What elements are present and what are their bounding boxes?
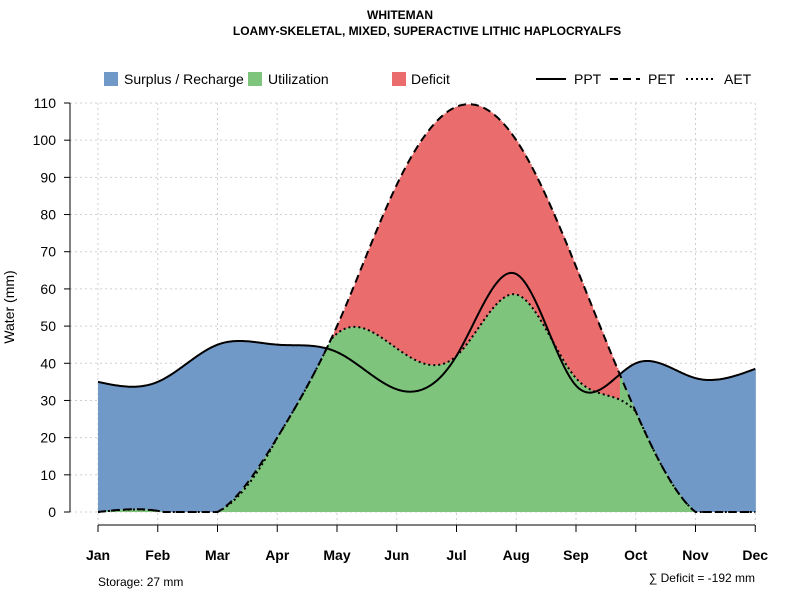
x-tick-label: May bbox=[323, 547, 350, 563]
utilization-area bbox=[99, 294, 697, 512]
surplus-area bbox=[98, 340, 756, 512]
legend-label-utilization: Utilization bbox=[268, 71, 329, 87]
x-tick-label: Nov bbox=[682, 547, 709, 563]
y-tick-label: 70 bbox=[40, 244, 56, 260]
y-tick-label: 110 bbox=[34, 95, 57, 111]
x-tick-label: Oct bbox=[624, 547, 648, 563]
x-tick-label: Jun bbox=[384, 547, 409, 563]
legend-label-ppt: PPT bbox=[574, 71, 602, 87]
x-tick-label: Apr bbox=[265, 547, 290, 563]
axis-layer: 0 10 20 30 40 50 60 70 80 90 100 110 Jan Feb Mar Apr May… bbox=[33, 95, 769, 563]
y-tick-label: 40 bbox=[40, 355, 56, 371]
x-tick-label: Jul bbox=[446, 547, 466, 563]
chart-subtitle: LOAMY-SKELETAL, MIXED, SUPERACTIVE LITHI… bbox=[233, 24, 621, 38]
y-tick-label: 20 bbox=[40, 430, 56, 446]
legend: Surplus / Recharge Utilization Deficit P… bbox=[104, 71, 752, 87]
deficit-annotation: ∑ Deficit = -192 mm bbox=[649, 571, 755, 585]
legend-swatch-surplus bbox=[104, 72, 118, 86]
line-layer bbox=[97, 103, 756, 513]
x-tick-label: Sep bbox=[563, 547, 589, 563]
storage-annotation: Storage: 27 mm bbox=[98, 575, 183, 589]
chart-title: WHITEMAN bbox=[367, 8, 433, 22]
x-tick-label: Dec bbox=[742, 547, 768, 563]
y-axis-label: Water (mm) bbox=[1, 270, 17, 343]
legend-swatch-utilization bbox=[248, 72, 262, 86]
x-tick-label: Jan bbox=[86, 547, 110, 563]
y-tick-label: 10 bbox=[40, 467, 56, 483]
y-tick-label: 90 bbox=[40, 169, 56, 185]
y-tick-label: 100 bbox=[33, 132, 57, 148]
series-line-ppt bbox=[97, 271, 756, 394]
y-tick-label: 80 bbox=[40, 207, 56, 223]
x-tick-label: Mar bbox=[205, 547, 230, 563]
y-tick-label: 0 bbox=[48, 504, 56, 520]
x-tick-label: Aug bbox=[503, 547, 530, 563]
x-tick-label: Feb bbox=[145, 547, 170, 563]
y-tick-label: 50 bbox=[40, 318, 56, 334]
legend-label-pet: PET bbox=[648, 71, 676, 87]
legend-label-deficit: Deficit bbox=[411, 71, 450, 87]
legend-label-surplus: Surplus / Recharge bbox=[124, 71, 244, 87]
legend-label-aet: AET bbox=[724, 71, 752, 87]
fill-layer bbox=[98, 104, 756, 512]
y-tick-label: 30 bbox=[40, 392, 56, 408]
series-line-pet bbox=[97, 103, 756, 513]
legend-swatch-deficit bbox=[392, 72, 406, 86]
y-tick-label: 60 bbox=[40, 281, 56, 297]
